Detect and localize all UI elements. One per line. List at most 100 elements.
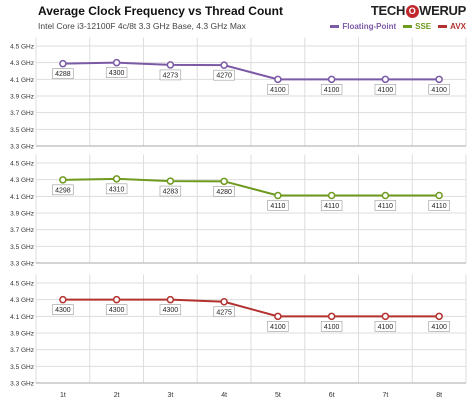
y-tick-label: 4.3 GHz [10,297,34,304]
data-point [274,312,282,321]
series-line-floating-point [62,61,440,81]
data-label: 4275 [216,309,232,316]
y-tick-label: 4.5 GHz [10,161,34,168]
logo-text-part1: TECH [370,3,406,18]
y-tick-label: 3.5 GHz [10,244,34,251]
data-point [327,191,336,200]
x-tick-label: 7t [382,392,388,399]
y-tick-label: 4.1 GHz [10,77,34,84]
data-point [220,61,228,69]
data-label-box [105,67,128,78]
data-label-box [105,304,128,315]
data-point [220,298,228,306]
data-label-box [428,321,450,332]
data-label: 4300 [163,307,179,314]
data-point [112,295,121,304]
data-point [166,295,175,304]
data-label: 4100 [270,87,286,94]
logo-text-part2: WERUP [419,3,466,18]
chart-title: Average Clock Frequency vs Thread Count [38,4,283,18]
data-point [435,75,443,84]
data-label: 4110 [432,203,447,210]
data-point [274,191,282,200]
legend-label-sse: SSE [415,22,432,31]
data-point [59,59,67,68]
data-label-box [52,68,74,79]
data-label-box [374,84,397,95]
x-tick-label: 3t [167,392,173,399]
y-tick-label: 3.9 GHz [10,331,34,338]
legend-item-floating-point: Floating-Point [330,22,396,31]
data-label: 4280 [216,189,232,196]
legend-label-floating-point: Floating-Point [342,22,397,31]
data-label: 4110 [270,203,285,210]
data-point [381,75,390,84]
data-point [59,295,67,304]
series-line-avx [62,298,440,318]
data-label-box [374,200,397,211]
chart-subtitle: Intel Core i3-12100F 4c/8t 3.3 GHz Base,… [38,21,246,31]
data-label-box [213,306,235,318]
y-tick-label: 4.5 GHz [10,281,34,288]
data-point [327,75,336,84]
data-point [435,191,443,200]
legend-swatch-floating-point [330,25,340,28]
data-label-box [267,321,289,332]
x-tick-label: 2t [114,392,120,399]
y-tick-label: 4.3 GHz [10,177,34,184]
data-label-box [428,200,450,211]
data-label-box [159,69,182,81]
data-label-box [159,185,182,197]
legend: Floating-Point SSE AVX [330,22,466,31]
data-label: 4110 [324,203,339,210]
data-point [274,75,282,84]
data-label-box [52,304,74,315]
y-tick-label: 3.7 GHz [10,227,34,234]
y-tick-label: 3.7 GHz [10,110,34,117]
x-tick-label: 8t [436,392,442,399]
data-point [381,312,390,321]
data-label: 4270 [216,73,232,80]
data-label: 4288 [55,71,71,78]
data-label-box [374,321,397,332]
data-label-box [320,84,343,95]
data-point [327,312,336,321]
data-label-box [52,184,74,196]
series-line-sse [62,177,440,197]
data-label: 4273 [163,72,179,79]
data-label: 4310 [109,186,125,193]
data-label-box [320,321,343,332]
data-label: 4100 [324,324,340,331]
x-tick-label: 5t [275,392,281,399]
legend-swatch-avx [438,25,448,28]
data-label: 4300 [109,307,125,314]
data-label: 4300 [55,307,71,314]
data-label-box [213,69,235,81]
data-label: 4298 [55,187,71,194]
data-label-box [159,304,182,315]
data-label: 4283 [163,189,179,196]
y-tick-label: 3.5 GHz [10,364,34,371]
techpowerup-logo: TECH O WERUP [371,3,466,18]
data-label-box [267,84,289,95]
data-label: 4100 [431,87,447,94]
legend-item-sse: SSE [403,22,431,31]
logo-power-icon: O [405,5,419,18]
data-label-box [267,200,289,211]
y-tick-label: 4.1 GHz [10,194,34,201]
legend-item-avx: AVX [438,22,466,31]
data-label: 4100 [378,87,394,94]
y-tick-label: 4.5 GHz [10,44,34,51]
data-point [112,58,121,67]
legend-label-avx: AVX [450,22,466,31]
legend-swatch-sse [403,25,413,28]
data-point [112,175,121,183]
data-point [435,312,443,321]
data-label: 4100 [324,87,340,94]
x-tick-label: 6t [329,392,335,399]
y-tick-label: 4.3 GHz [10,60,34,67]
y-tick-label: 3.9 GHz [10,211,34,218]
y-tick-label: 3.7 GHz [10,347,34,354]
data-label: 4100 [431,324,447,331]
